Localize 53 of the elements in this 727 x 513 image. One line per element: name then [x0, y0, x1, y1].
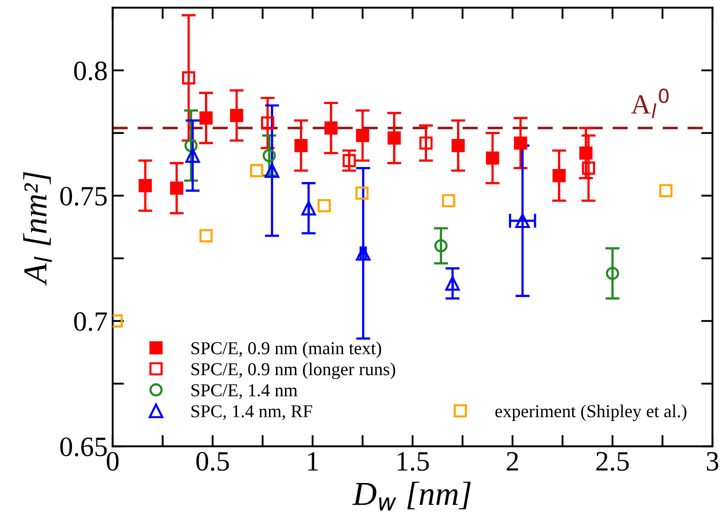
point	[356, 128, 370, 142]
legend-label: SPC/E, 0.9 nm (longer runs)	[192, 362, 396, 380]
point	[185, 148, 200, 163]
point	[138, 179, 152, 192]
y-tick-label: 0.7	[74, 312, 108, 332]
y-tick-label: 0.65	[60, 437, 107, 456]
point	[606, 266, 620, 280]
point	[442, 194, 456, 208]
point	[659, 184, 672, 198]
x-tick-label: 1	[308, 452, 318, 470]
point	[355, 186, 369, 200]
legend-label: SPC, 1.4 nm, RF	[192, 405, 312, 420]
ref-line-label: A$_{l}$$^{0}$	[631, 88, 669, 118]
x-tick-label: 2	[506, 452, 518, 470]
point	[184, 138, 198, 152]
point	[199, 111, 213, 125]
x-tick-label: 0	[106, 452, 119, 471]
point	[434, 239, 448, 252]
x-tick-label: 1.5	[398, 452, 429, 471]
point	[486, 151, 500, 165]
legend-label: SPC/E, 0.9 nm (main text)	[192, 342, 382, 358]
legend-label: SPC/E, 1.4 nm	[192, 384, 298, 399]
point	[170, 182, 184, 195]
point	[301, 200, 316, 216]
point	[318, 199, 331, 212]
point	[356, 246, 370, 261]
point	[264, 163, 280, 178]
point	[445, 276, 460, 291]
point	[582, 162, 596, 175]
point	[250, 164, 264, 178]
point	[342, 154, 356, 168]
y-tick-label: 0.75	[60, 186, 107, 206]
point	[182, 71, 196, 84]
point	[515, 213, 530, 228]
x-tick-label: 0.5	[196, 452, 229, 471]
point	[514, 136, 528, 150]
legend-label: experiment (Shipley et al.)	[495, 404, 686, 422]
x-tick-label: 3	[706, 452, 718, 471]
x-tick-label: 2.5	[596, 452, 629, 471]
point	[324, 121, 338, 135]
x-axis-title: D$_{w}$ [nm]	[352, 482, 471, 510]
point	[419, 136, 433, 150]
point	[552, 169, 566, 182]
y-axis-title: A$_{l}$ [nm²]	[23, 172, 52, 286]
point	[452, 138, 465, 152]
point	[388, 131, 401, 145]
point	[261, 116, 274, 130]
point	[199, 229, 213, 242]
y-tick-label: 0.8	[74, 62, 107, 80]
point	[294, 138, 308, 152]
point	[262, 148, 276, 162]
point	[230, 108, 244, 122]
point	[579, 146, 593, 160]
